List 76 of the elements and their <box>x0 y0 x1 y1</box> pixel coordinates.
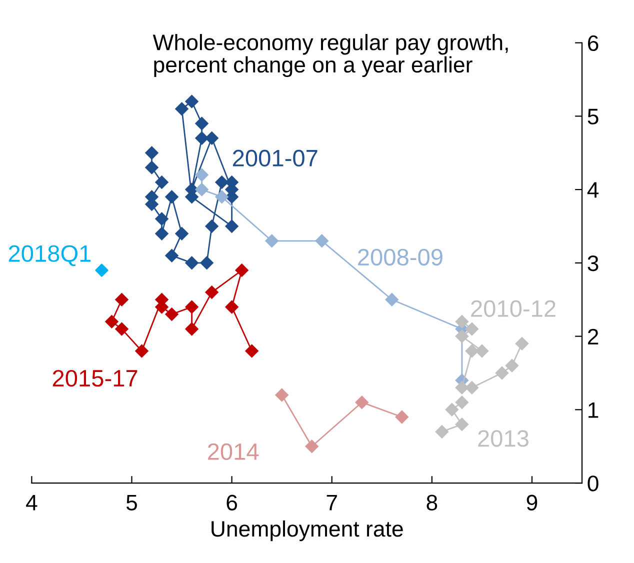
point <box>465 322 479 336</box>
point <box>475 344 489 358</box>
point <box>245 344 258 358</box>
x-tick-label: 9 <box>526 494 538 510</box>
point <box>155 176 168 189</box>
point <box>435 425 449 438</box>
point <box>205 132 218 145</box>
point <box>155 226 168 240</box>
y-tick-label: 4 <box>587 182 599 198</box>
point <box>455 330 469 343</box>
point <box>225 220 238 233</box>
point <box>145 146 158 160</box>
point <box>165 190 178 204</box>
point <box>305 440 318 453</box>
point <box>205 220 218 233</box>
point <box>455 381 469 394</box>
point <box>215 190 228 204</box>
series-label: 2018Q1 <box>8 245 91 266</box>
point <box>195 132 208 145</box>
point <box>355 396 368 409</box>
point <box>225 300 238 314</box>
point <box>185 300 198 314</box>
point <box>155 212 168 226</box>
series-label: 2001-07 <box>233 150 318 167</box>
point <box>135 344 148 358</box>
point <box>175 226 188 240</box>
point <box>185 322 198 336</box>
point <box>275 388 288 402</box>
y-tick-label: 3 <box>588 255 598 272</box>
point <box>195 182 208 196</box>
series-label: 2014 <box>208 443 259 460</box>
point <box>455 396 469 409</box>
y-tick-label: 1 <box>588 402 598 418</box>
y-tick-label: 6 <box>588 35 598 52</box>
point <box>145 160 158 174</box>
point <box>115 293 128 306</box>
point <box>315 234 328 248</box>
point <box>195 168 208 182</box>
point <box>115 322 128 336</box>
x-tick-label: 6 <box>226 494 238 510</box>
x-tick-label: 4 <box>26 494 38 510</box>
point <box>165 248 178 262</box>
x-axis-title: Unemployment rate <box>212 520 403 542</box>
point <box>205 286 218 299</box>
point <box>395 410 408 424</box>
point <box>185 256 198 270</box>
point <box>165 308 178 321</box>
point <box>235 264 248 277</box>
point <box>465 344 479 358</box>
series-label: 2013 <box>478 430 528 447</box>
point <box>455 315 469 328</box>
point <box>185 94 198 108</box>
point <box>195 116 208 130</box>
point <box>505 359 519 372</box>
point <box>385 293 398 306</box>
series-label: 2015-17 <box>52 370 138 387</box>
y-tick-label: 0 <box>588 476 598 492</box>
series-label: 2010-12 <box>471 300 556 317</box>
point <box>265 234 278 248</box>
point <box>455 418 469 431</box>
x-tick-label: 8 <box>426 494 438 510</box>
y-tick-label: 2 <box>588 328 598 344</box>
point <box>515 337 529 350</box>
point <box>445 403 459 416</box>
point <box>95 264 108 277</box>
point <box>215 176 228 189</box>
x-tick-label: 7 <box>326 494 337 510</box>
point <box>175 102 188 116</box>
series-label: 2008-09 <box>358 248 442 266</box>
point <box>495 366 509 380</box>
y-tick-label: 5 <box>588 108 598 124</box>
chart-title: Whole-economy regular pay growth, percent change on a year earlier <box>152 34 508 78</box>
point <box>105 315 118 328</box>
point <box>465 381 479 394</box>
x-tick-label: 5 <box>126 494 138 510</box>
point <box>200 256 214 270</box>
